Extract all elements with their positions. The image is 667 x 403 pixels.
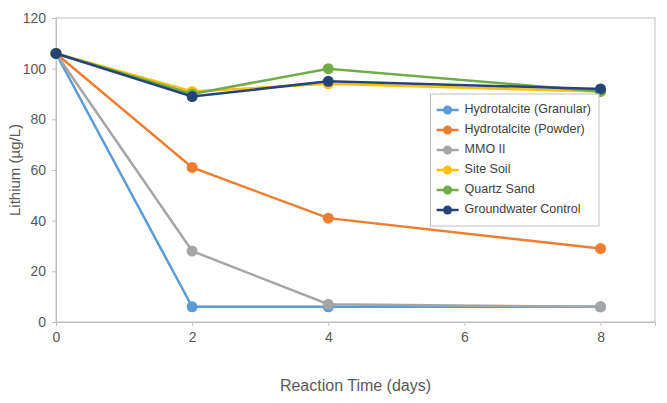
tick: 100 xyxy=(23,61,56,77)
tick: 80 xyxy=(30,111,56,127)
tick-mark xyxy=(52,119,56,120)
y-axis: 0 20 40 60 80 100 120 xyxy=(23,10,57,330)
tick-label: 40 xyxy=(30,213,46,229)
legend-marker xyxy=(443,126,452,135)
tick-label: 20 xyxy=(30,263,46,279)
data-point xyxy=(595,301,606,312)
tick-mark xyxy=(601,322,602,326)
legend-label: Groundwater Control xyxy=(465,202,581,216)
tick-mark xyxy=(464,322,465,326)
series-line xyxy=(56,53,601,306)
data-point xyxy=(323,213,334,224)
legend-marker xyxy=(443,206,452,215)
tick-mark xyxy=(52,170,56,171)
plot: 02468020406080100120Hydrotalcite (Granul… xyxy=(23,10,656,345)
data-point xyxy=(51,48,62,59)
series-line xyxy=(56,53,601,96)
x-axis: 0 2 4 6 8 xyxy=(53,322,656,345)
legend-label: Quartz Sand xyxy=(465,182,535,196)
tick-label: 60 xyxy=(30,162,46,178)
data-point xyxy=(51,48,62,59)
tick: 0 xyxy=(38,314,56,330)
y-axis-line xyxy=(52,19,57,323)
y-axis-title: Lithium (µg/L) xyxy=(6,124,23,216)
tick-mark xyxy=(52,221,56,222)
data-point xyxy=(595,243,606,254)
x-axis-title: Reaction Time (days) xyxy=(280,377,431,394)
tick-label: 120 xyxy=(23,10,47,26)
tick: 2 xyxy=(189,322,197,345)
series-line xyxy=(56,53,601,306)
tick-label: 100 xyxy=(23,61,47,77)
tick: 20 xyxy=(30,263,56,279)
tick: 120 xyxy=(23,10,56,26)
legend-marker xyxy=(443,146,452,155)
legend: Hydrotalcite (Granular) Hydrotalcite (Pow… xyxy=(431,94,599,226)
x-axis-line xyxy=(57,323,656,327)
data-point xyxy=(595,83,606,94)
data-point xyxy=(323,76,334,87)
series-group xyxy=(51,48,607,312)
tick-label: 8 xyxy=(597,329,605,345)
tick: 4 xyxy=(325,322,333,345)
legend-label: Hydrotalcite (Powder) xyxy=(465,122,585,136)
tick-label: 0 xyxy=(53,329,61,345)
tick: 40 xyxy=(30,213,56,229)
tick: 0 xyxy=(53,322,61,345)
legend-marker xyxy=(443,166,452,175)
data-point xyxy=(187,91,198,102)
tick-mark xyxy=(192,322,193,326)
legend-box xyxy=(431,94,599,226)
tick: 6 xyxy=(461,322,469,345)
series-line xyxy=(56,53,601,248)
data-point xyxy=(187,246,198,257)
data-point xyxy=(323,299,334,310)
data-point xyxy=(51,48,62,59)
legend-label: Hydrotalcite (Granular) xyxy=(465,102,591,116)
tick-mark xyxy=(52,322,56,323)
tick-label: 80 xyxy=(30,111,46,127)
chart: 02468020406080100120Hydrotalcite (Granul… xyxy=(0,0,667,403)
tick-label: 2 xyxy=(189,329,197,345)
legend-marker xyxy=(443,106,452,115)
plot-frame xyxy=(56,18,655,322)
tick: 8 xyxy=(597,322,605,345)
data-point xyxy=(187,301,198,312)
data-point xyxy=(51,48,62,59)
tick-mark xyxy=(52,271,56,272)
tick-label: 0 xyxy=(38,314,46,330)
series-line xyxy=(56,53,601,94)
data-point xyxy=(323,63,334,74)
tick-mark xyxy=(52,18,56,19)
data-point xyxy=(187,162,198,173)
tick-label: 4 xyxy=(325,329,333,345)
legend-label: Site Soil xyxy=(465,162,511,176)
tick-mark xyxy=(52,69,56,70)
legend-marker xyxy=(443,186,452,195)
tick: 60 xyxy=(30,162,56,178)
data-point xyxy=(51,48,62,59)
tick-mark xyxy=(328,322,329,326)
data-point xyxy=(51,48,62,59)
data-point xyxy=(595,301,606,312)
legend-label: MMO II xyxy=(465,142,506,156)
tick-label: 6 xyxy=(461,329,469,345)
